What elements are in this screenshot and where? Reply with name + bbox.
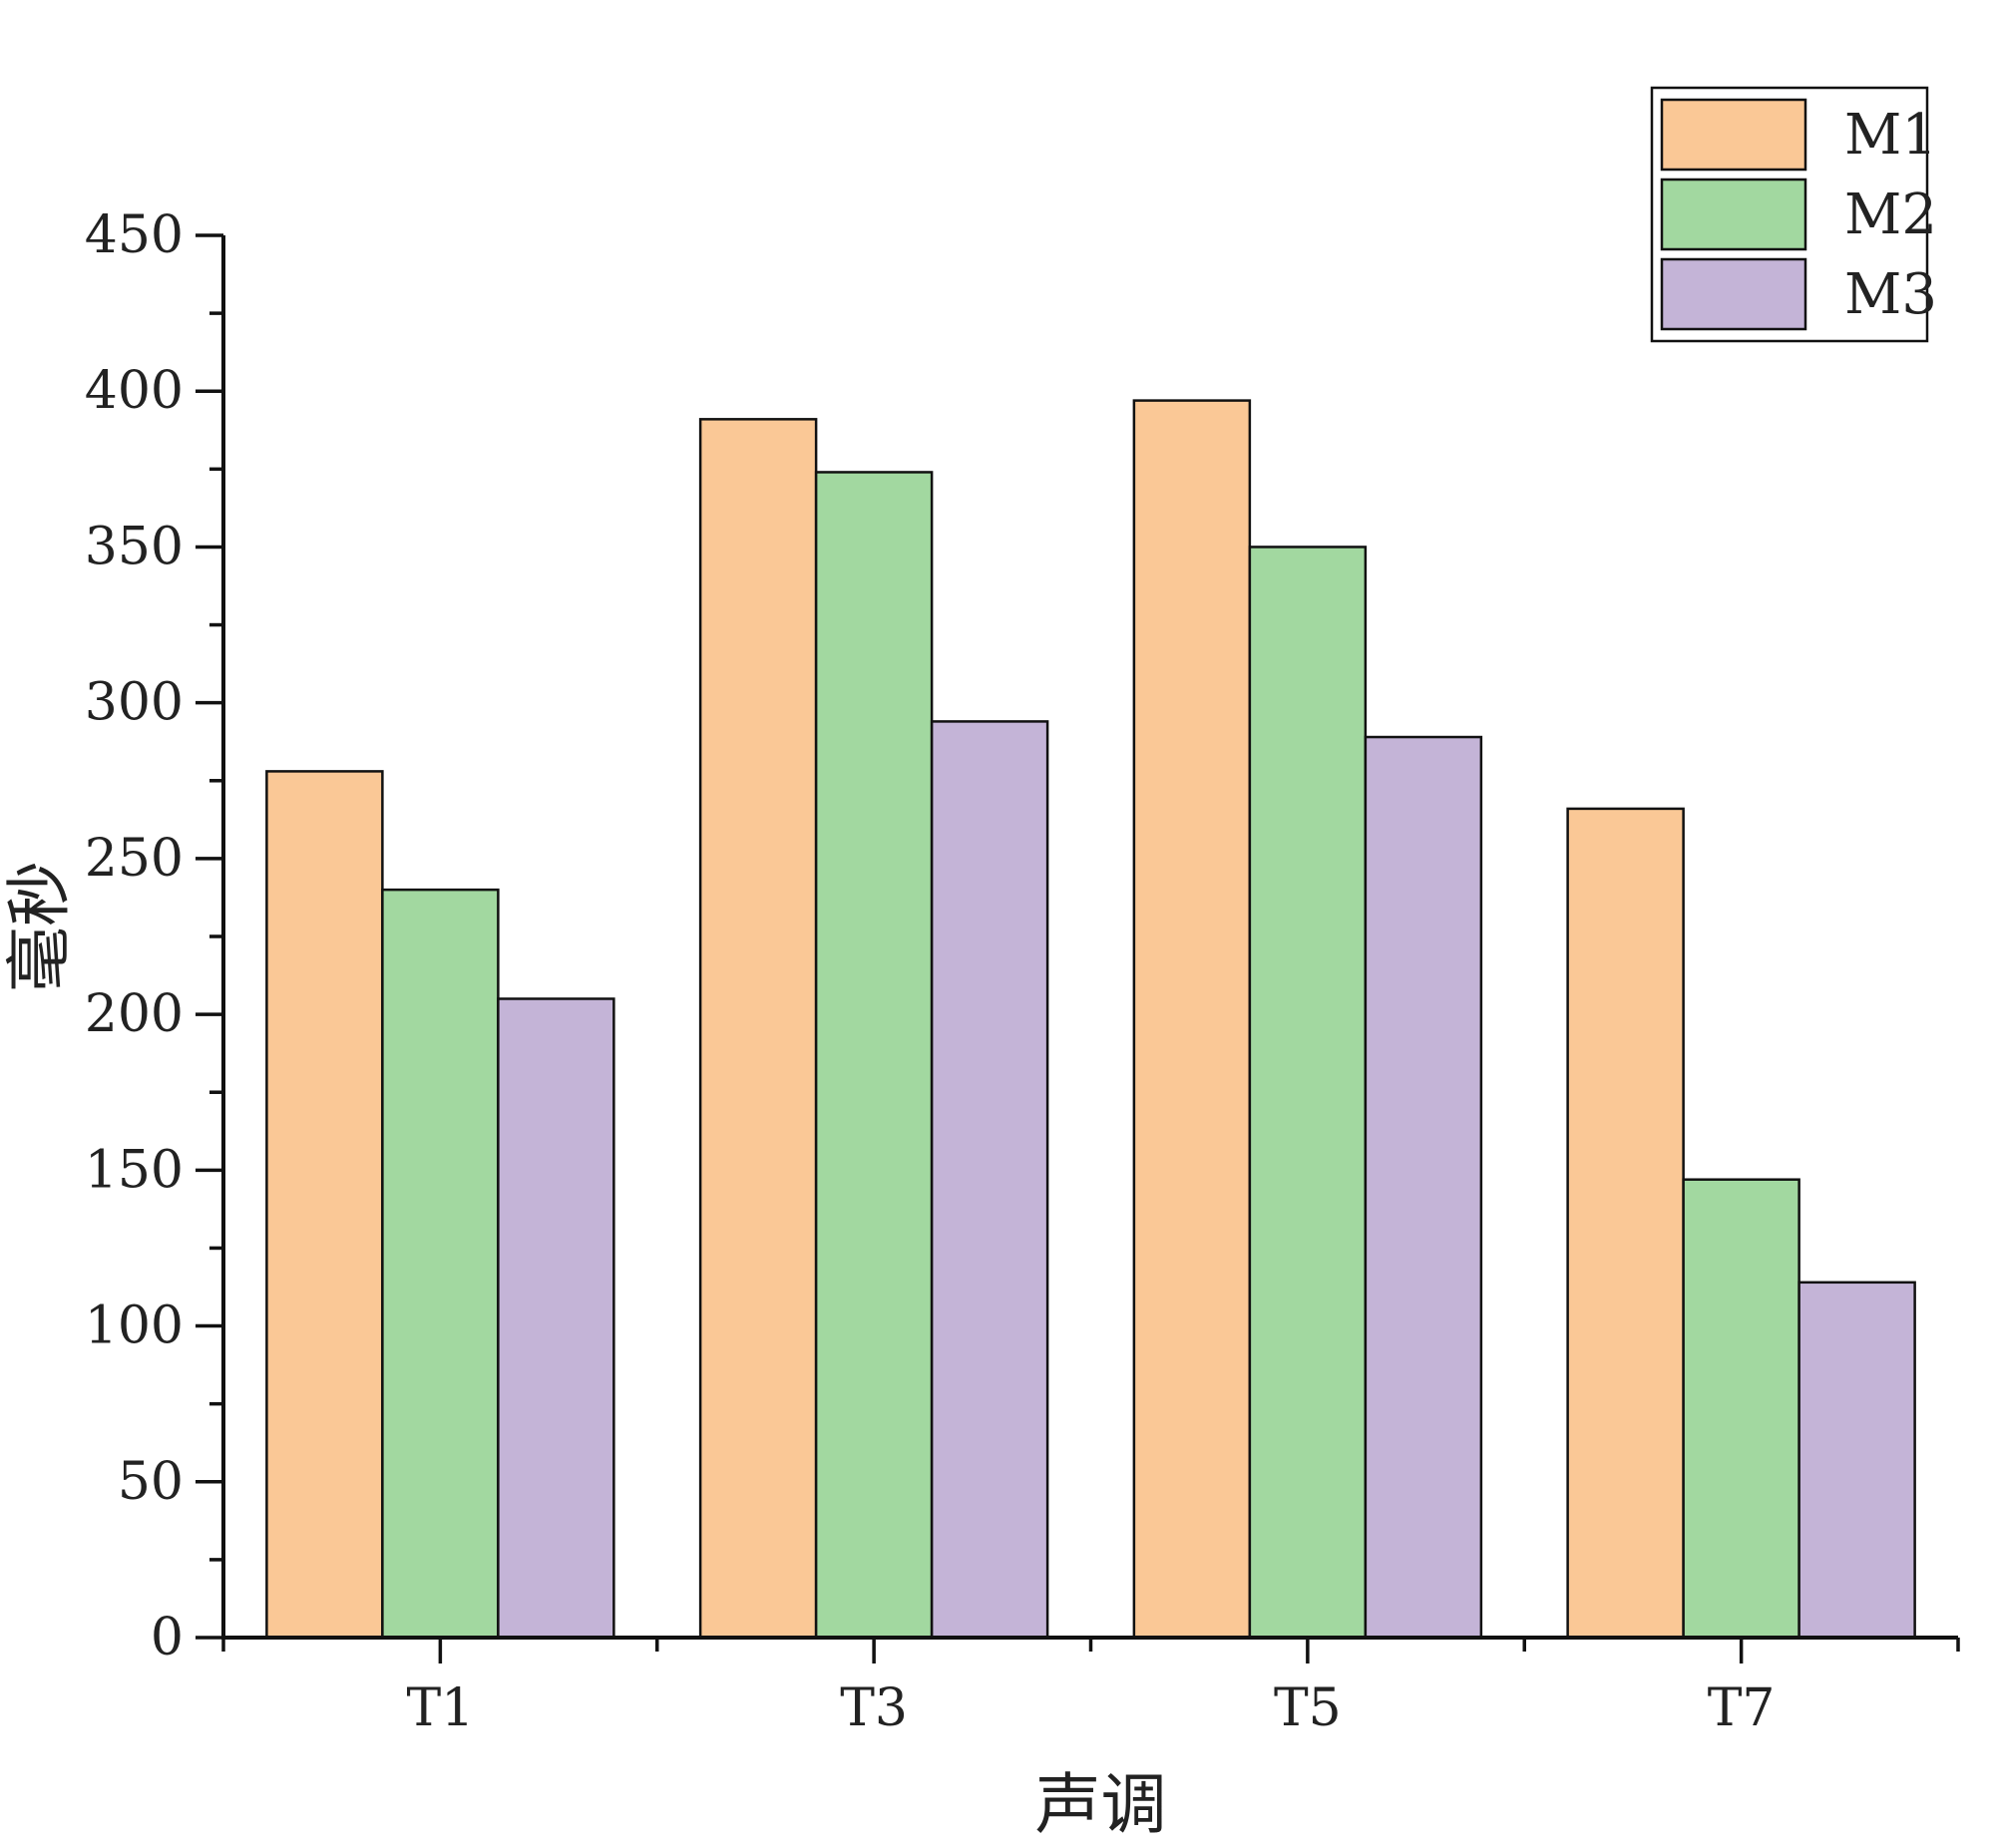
y-axis-title: 毫秒 [1, 861, 78, 992]
legend-swatch-m1 [1660, 98, 1807, 172]
y-tick-label: 200 [85, 984, 184, 1044]
y-tick-label: 300 [85, 673, 184, 733]
bar-m3-t1 [497, 997, 615, 1640]
bar-m2-t7 [1682, 1178, 1800, 1640]
legend: M1 M2 M3 [1650, 86, 1937, 343]
x-axis-title: 声调 [1035, 1766, 1167, 1843]
x-tick-label: T3 [840, 1678, 908, 1738]
y-tick-label: 0 [151, 1608, 184, 1667]
bar-m1-t3 [698, 418, 818, 1640]
bar-m3-t3 [930, 720, 1049, 1640]
x-tick-label: T5 [1274, 1678, 1342, 1738]
bar-m1-t5 [1132, 399, 1252, 1640]
x-tick-label: T7 [1708, 1678, 1776, 1738]
labels-layer: 0 50 100 150 200 250 300 350 400 450 T1 T3 T5 T7 声调 毫秒 [1, 205, 1776, 1843]
legend-label-m1: M1 [1844, 103, 1937, 168]
y-tick-label: 250 [85, 829, 184, 889]
bar-m1-t1 [265, 770, 384, 1640]
y-tick-label: 450 [85, 205, 184, 265]
bars-layer [265, 399, 1916, 1640]
legend-label-m2: M2 [1844, 183, 1937, 247]
y-tick-label: 400 [85, 361, 184, 421]
bar-m2-t5 [1248, 546, 1368, 1640]
bar-m3-t5 [1364, 735, 1483, 1640]
legend-swatch-m3 [1660, 257, 1807, 331]
y-tick-label: 150 [85, 1140, 184, 1200]
axes-layer [196, 233, 1960, 1663]
bar-m3-t7 [1797, 1281, 1916, 1640]
y-tick-label: 100 [85, 1296, 184, 1356]
y-tick-label: 50 [118, 1452, 184, 1512]
bar-m2-t1 [381, 888, 500, 1640]
bar-m1-t7 [1566, 807, 1685, 1640]
legend-swatch-m2 [1660, 178, 1807, 251]
bar-m2-t3 [814, 471, 934, 1640]
x-tick-label: T1 [406, 1678, 474, 1738]
y-tick-label: 350 [85, 517, 184, 576]
legend-label-m3: M3 [1844, 262, 1937, 327]
